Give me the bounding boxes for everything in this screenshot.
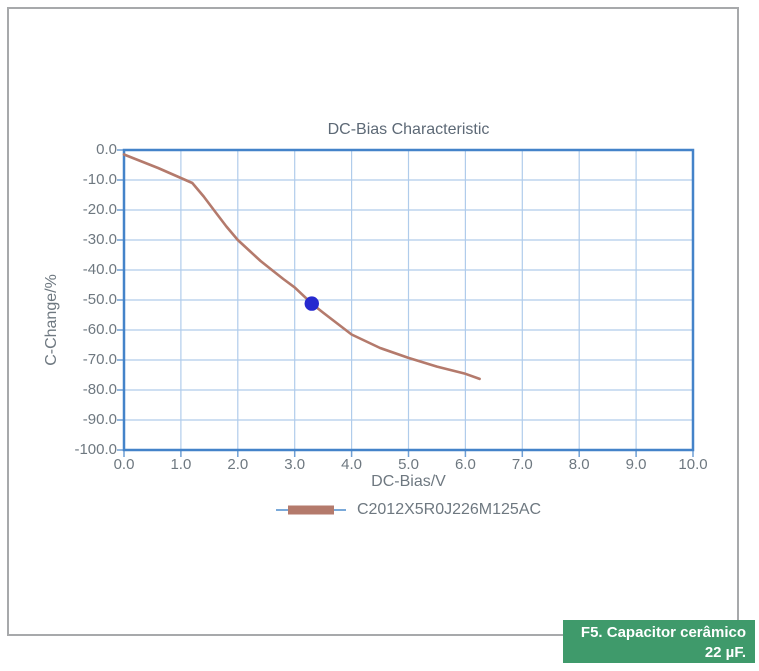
series-color-swatch [287, 505, 334, 515]
x-tick-label: 5.0 [398, 456, 419, 473]
series-curve [122, 153, 481, 381]
x-tick-label: 6.0 [454, 456, 476, 473]
legend: C2012X5R0J226M125AC [124, 499, 693, 521]
y-tick-label: -90.0 [82, 411, 117, 428]
x-tick-label: 10.0 [678, 456, 708, 473]
x-tick-label: 0.0 [113, 456, 135, 473]
plot-frame [122, 148, 695, 452]
y-tick-label: -30.0 [82, 231, 117, 248]
x-tick-label: 4.0 [341, 456, 363, 473]
figure-caption-line1: F5. Capacitor cerâmico [580, 624, 746, 641]
plot-area [117, 148, 695, 457]
y-tick-label: -70.0 [82, 351, 117, 368]
x-tick-label: 2.0 [227, 456, 249, 473]
y-tick-label: -50.0 [82, 291, 117, 308]
highlight-dot [304, 296, 319, 311]
y-tick-label: -40.0 [82, 261, 117, 278]
y-tick-label: -20.0 [82, 201, 117, 218]
x-tick-label: 1.0 [170, 456, 192, 473]
legend-line-marker [275, 505, 346, 515]
figure-caption-line2: 22 µF. [704, 643, 746, 661]
chart-title: DC-Bias Characteristic [327, 121, 490, 138]
y-tick-label: -60.0 [82, 321, 117, 338]
legend-series-label: C2012X5R0J226M125AC [356, 501, 542, 518]
figure-caption: F5. Capacitor cerâmico 22 µF. [563, 620, 755, 663]
x-tick-label: 3.0 [284, 456, 306, 473]
x-tick-label: 7.0 [511, 456, 533, 473]
y-tick-label: -80.0 [82, 381, 117, 398]
x-tick-label: 8.0 [568, 456, 590, 473]
x-axis-title: DC-Bias/V [371, 473, 446, 490]
y-tick-label: 0.0 [96, 141, 117, 158]
x-tick-label: 9.0 [625, 456, 647, 473]
y-tick-label: -10.0 [82, 171, 117, 188]
y-tick-label: -100.0 [74, 441, 117, 458]
page-border [7, 7, 739, 636]
